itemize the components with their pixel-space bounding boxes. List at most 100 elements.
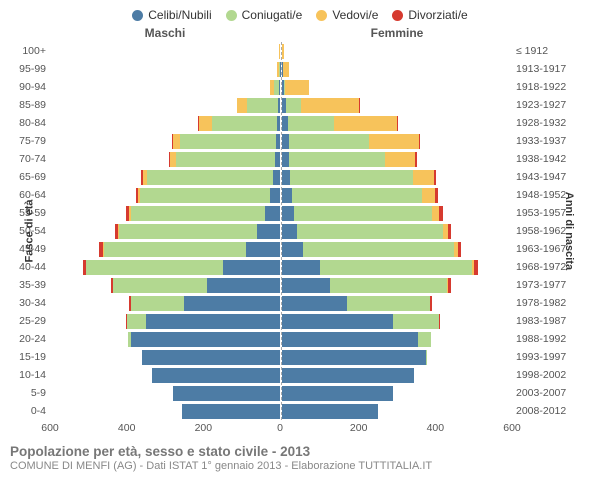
bar-segment-g	[127, 314, 146, 329]
bar-segment-g	[147, 170, 274, 185]
side-males	[50, 278, 280, 293]
bar-f	[282, 98, 359, 113]
birth-label: 1983-1987	[512, 315, 584, 327]
bar-segment-g	[104, 242, 246, 257]
x-tick: 600	[503, 422, 521, 434]
legend-label: Divorziati/e	[408, 8, 467, 22]
age-label: 20-24	[6, 333, 50, 345]
bar-segment-g	[247, 98, 278, 113]
bar-segment-c	[279, 80, 280, 95]
bar-segment-g	[131, 296, 185, 311]
bar-segment-c	[282, 278, 330, 293]
birth-label: 1993-1997	[512, 351, 584, 363]
bar-segment-g	[131, 206, 265, 221]
bar-segment-d	[458, 242, 462, 257]
pyramid-row: 70-741938-1942	[6, 150, 594, 168]
bar-segment-c	[282, 242, 303, 257]
bar-segment-v	[432, 206, 440, 221]
age-label: 70-74	[6, 153, 50, 165]
side-males	[50, 332, 280, 347]
bar-segment-g	[286, 98, 301, 113]
side-females	[282, 368, 512, 383]
bar-segment-c	[282, 188, 292, 203]
side-females	[282, 206, 512, 221]
bar-segment-d	[474, 260, 479, 275]
chart-subtitle: COMUNE DI MENFI (AG) - Dati ISTAT 1° gen…	[10, 460, 590, 472]
side-females	[282, 44, 512, 59]
bar-m	[279, 44, 280, 59]
bar-f	[282, 242, 461, 257]
bar-m	[277, 62, 280, 77]
side-males	[50, 350, 280, 365]
bar-f	[282, 332, 431, 347]
header-females: Femmine	[282, 26, 512, 40]
bar-segment-v	[301, 98, 359, 113]
age-label: 90-94	[6, 81, 50, 93]
bar-segment-v	[282, 44, 284, 59]
bar-segment-d	[419, 134, 420, 149]
legend-label: Celibi/Nubili	[148, 8, 211, 22]
bar-f	[282, 116, 398, 131]
bar-m	[198, 116, 280, 131]
side-females	[282, 278, 512, 293]
bar-f	[282, 350, 427, 365]
bar-segment-v	[334, 116, 397, 131]
side-females	[282, 170, 512, 185]
bar-m	[237, 98, 280, 113]
bar-segment-d	[415, 152, 416, 167]
bar-segment-c	[246, 242, 281, 257]
bar-segment-g	[347, 296, 429, 311]
bar-segment-g	[288, 116, 334, 131]
bar-m	[128, 332, 280, 347]
age-label: 85-89	[6, 99, 50, 111]
bar-segment-g	[86, 260, 222, 275]
bar-segment-c	[282, 350, 426, 365]
side-males	[50, 260, 280, 275]
bar-f	[282, 44, 284, 59]
bar-segment-d	[448, 278, 451, 293]
bar-segment-c	[282, 332, 418, 347]
pyramid-row: 5-92003-2007	[6, 384, 594, 402]
bar-segment-g	[303, 242, 454, 257]
bar-m	[141, 170, 280, 185]
pyramid-row: 30-341978-1982	[6, 294, 594, 312]
age-label: 0-4	[6, 405, 50, 417]
bar-segment-g	[330, 278, 447, 293]
bar-segment-c	[282, 368, 414, 383]
bar-segment-g	[176, 152, 276, 167]
bar-segment-c	[282, 170, 290, 185]
birth-label: 1998-2002	[512, 369, 584, 381]
bar-f	[282, 224, 451, 239]
birth-label: 2008-2012	[512, 405, 584, 417]
chart-title: Popolazione per età, sesso e stato civil…	[10, 444, 590, 459]
bar-f	[282, 296, 432, 311]
bar-m	[126, 206, 280, 221]
bar-m	[99, 242, 280, 257]
bar-m	[115, 224, 280, 239]
bar-m	[172, 134, 280, 149]
bar-segment-c	[282, 206, 294, 221]
side-females	[282, 386, 512, 401]
chart-rows: Fasce di età Anni di nascita 100+≤ 19129…	[6, 42, 594, 420]
side-males	[50, 368, 280, 383]
side-males	[50, 98, 280, 113]
side-females	[282, 62, 512, 77]
bar-segment-c	[282, 260, 320, 275]
bar-segment-c	[282, 152, 289, 167]
legend-label: Vedovi/e	[332, 8, 378, 22]
bar-m	[111, 278, 280, 293]
y-axis-label-left: Fasce di età	[23, 200, 35, 263]
birth-label: 1973-1977	[512, 279, 584, 291]
legend-swatch	[226, 10, 237, 21]
side-females	[282, 296, 512, 311]
side-females	[282, 188, 512, 203]
bar-m	[270, 80, 280, 95]
bar-m	[142, 350, 280, 365]
legend-item: Coniugati/e	[226, 8, 303, 22]
birth-label: 1913-1917	[512, 63, 584, 75]
bar-f	[282, 278, 451, 293]
x-tick: 400	[118, 422, 136, 434]
side-males	[50, 152, 280, 167]
bar-segment-c	[277, 116, 280, 131]
pyramid-row: 25-291983-1987	[6, 312, 594, 330]
